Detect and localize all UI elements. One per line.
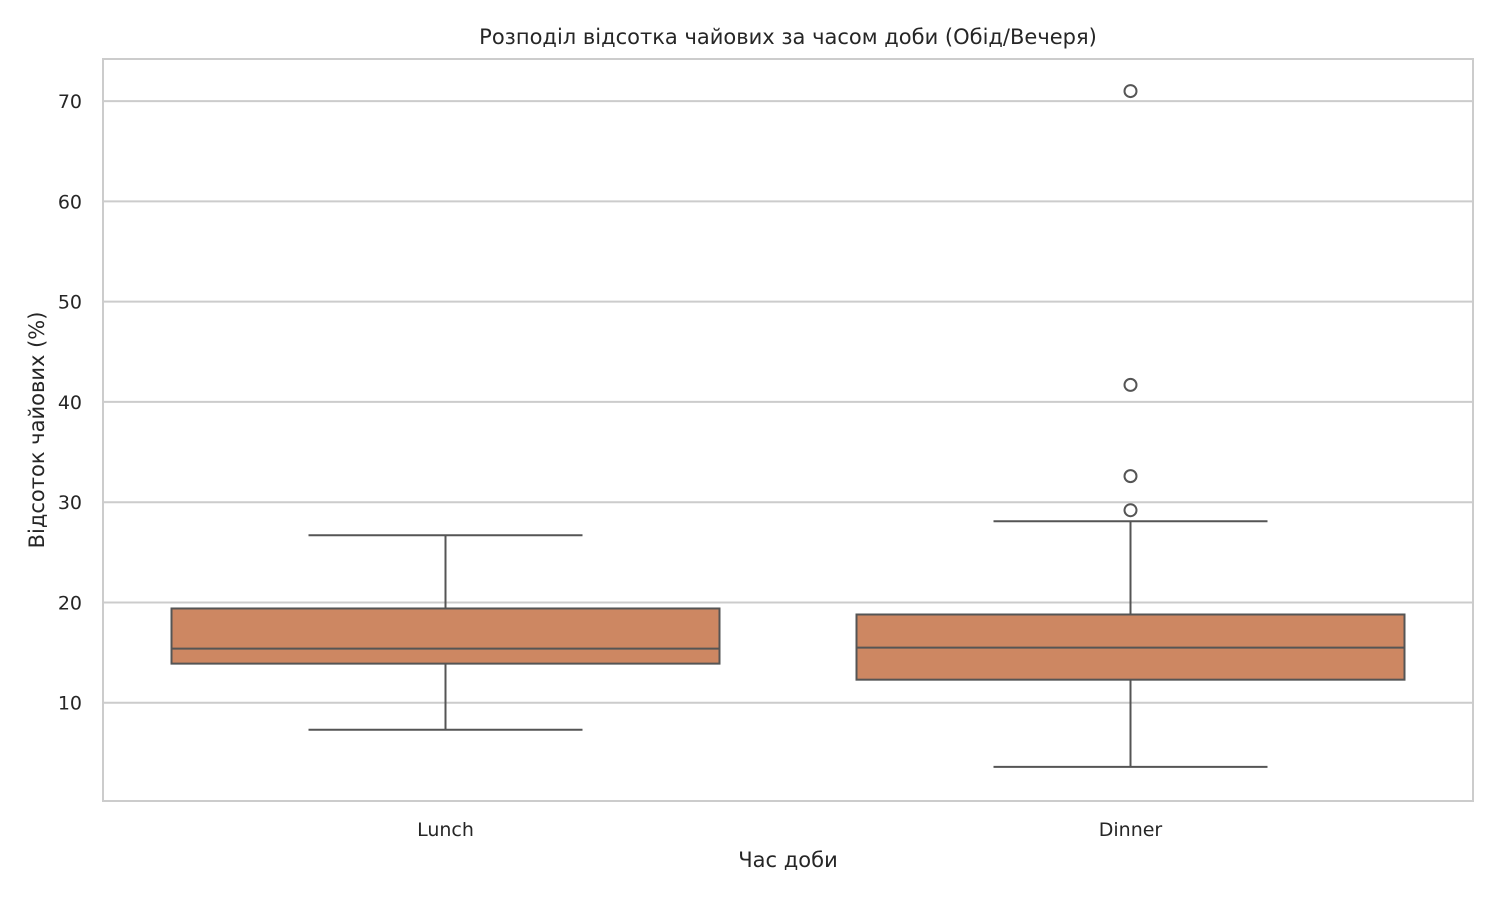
y-tick-label: 60 — [58, 191, 82, 213]
outlier-point — [1123, 84, 1138, 99]
outlier-point — [1123, 503, 1138, 518]
tick-layer: 10 20 30 40 50 60 70 Lunch Dinner — [58, 91, 1163, 841]
y-axis-label: Відсоток чайових (%) — [25, 312, 49, 549]
outlier-point — [1123, 377, 1138, 392]
box-iqr — [170, 607, 721, 665]
outlier-point — [1123, 469, 1138, 484]
y-tick-label: 50 — [58, 292, 82, 314]
x-tick-label: Dinner — [1099, 819, 1163, 841]
plot-frame — [102, 58, 1474, 802]
x-axis-label: Час доби — [738, 848, 837, 872]
y-tick-label: 10 — [58, 693, 82, 715]
chart-title: Розподіл відсотка чайових за часом доби … — [479, 25, 1097, 49]
box-group — [855, 84, 1406, 768]
box-layer — [170, 84, 1406, 768]
box-group — [170, 534, 721, 731]
grid-layer — [103, 100, 1473, 704]
y-tick-label: 20 — [58, 592, 82, 614]
y-tick-label: 30 — [58, 492, 82, 514]
y-tick-label: 40 — [58, 392, 82, 414]
y-tick-label: 70 — [58, 91, 82, 113]
x-tick-label: Lunch — [417, 819, 474, 841]
